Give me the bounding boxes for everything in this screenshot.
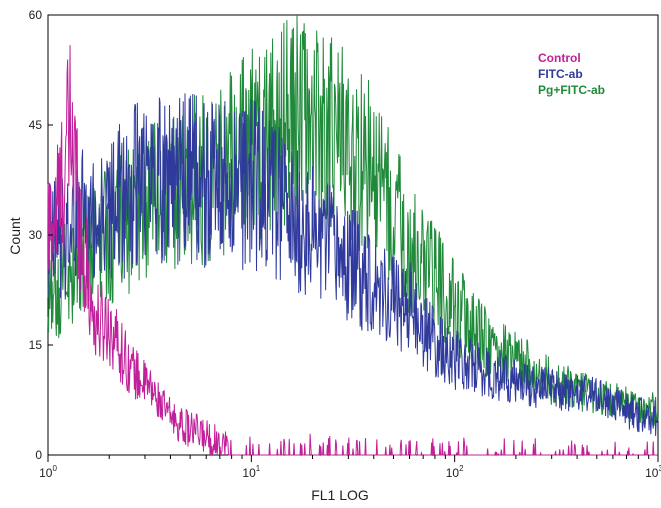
y-tick-label: 45 [29,118,43,132]
legend-entry-control: Control [538,51,581,65]
series-line-fitc-ab [47,93,659,437]
x-tick-label: 101 [242,464,260,480]
x-axis-ticks: 100 101 102 103 [39,455,661,480]
y-tick-label: 30 [29,228,43,242]
series-line-control [47,45,658,456]
x-tick-label: 100 [39,464,57,480]
y-axis-title: Count [7,217,23,254]
y-tick-label: 0 [35,448,42,462]
legend: Control FITC-ab Pg+FITC-ab [538,51,605,97]
x-axis-title: FL1 LOG [311,487,369,503]
y-tick-label: 15 [29,338,43,352]
legend-entry-pg-fitc-ab: Pg+FITC-ab [538,83,605,97]
x-tick-label: 103 [645,464,661,480]
x-tick-label: 102 [446,464,464,480]
legend-entry-fitc-ab: FITC-ab [538,67,583,81]
y-axis-ticks: 0 15 30 45 60 [29,8,53,462]
series-layer [47,14,659,456]
y-tick-label: 60 [29,8,43,22]
